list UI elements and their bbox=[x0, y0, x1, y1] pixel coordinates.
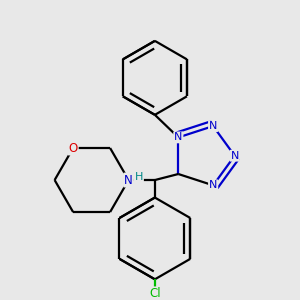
Text: N: N bbox=[230, 151, 239, 161]
Text: O: O bbox=[68, 142, 78, 154]
Text: N: N bbox=[209, 180, 217, 190]
Text: Cl: Cl bbox=[149, 287, 161, 300]
Text: N: N bbox=[124, 173, 133, 187]
Text: N: N bbox=[209, 121, 217, 131]
Text: N: N bbox=[174, 132, 182, 142]
Text: H: H bbox=[135, 172, 143, 182]
